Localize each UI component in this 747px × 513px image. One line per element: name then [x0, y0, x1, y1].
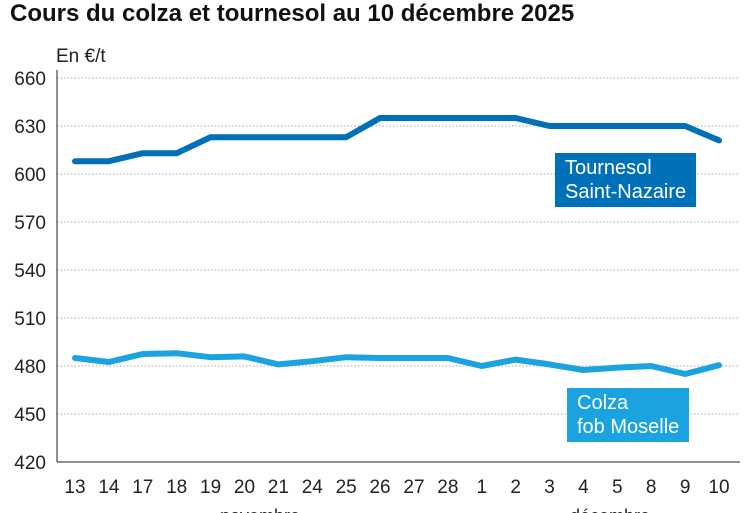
y-tick-label: 510 — [14, 309, 46, 330]
series-line — [72, 115, 722, 165]
y-tick-label: 630 — [14, 117, 46, 138]
x-tick-label: 27 — [403, 477, 424, 498]
x-tick-label: 13 — [64, 477, 85, 498]
y-tick-label: 420 — [14, 453, 46, 474]
series-label-line: Saint-Nazaire — [565, 181, 687, 203]
chart-title: Cours du colza et tournesol au 10 décemb… — [10, 0, 575, 27]
series-label-tournesol: Tournesol Saint-Nazaire — [555, 153, 697, 207]
x-tick-label: 25 — [336, 477, 357, 498]
x-tick-label: 19 — [200, 477, 221, 498]
y-tick-label: 480 — [14, 357, 46, 378]
month-label: novembre — [220, 506, 300, 513]
series-label-line: fob Moselle — [577, 416, 680, 438]
y-tick-label: 600 — [14, 165, 46, 186]
x-tick-label: 21 — [268, 477, 289, 498]
x-tick-label: 9 — [680, 477, 691, 498]
x-tick-label: 28 — [437, 477, 458, 498]
x-tick-label: 3 — [544, 477, 555, 498]
x-tick-label: 14 — [98, 477, 120, 498]
x-tick-label: 5 — [612, 477, 623, 498]
y-tick-label: 540 — [14, 261, 46, 282]
series-line — [72, 350, 722, 377]
x-tick-label: 17 — [132, 477, 153, 498]
y-tick-label: 660 — [14, 69, 46, 90]
x-tick-label: 8 — [646, 477, 657, 498]
x-tick-label: 18 — [166, 477, 187, 498]
series-label-line: Colza — [577, 392, 629, 414]
x-tick-label: 10 — [708, 477, 729, 498]
y-tick-label: 570 — [14, 213, 46, 234]
x-tick-label: 1 — [476, 477, 487, 498]
x-tick-label: 4 — [578, 477, 589, 498]
x-tick-label: 24 — [302, 477, 324, 498]
x-tick-label: 26 — [369, 477, 390, 498]
month-label: décembre — [570, 506, 650, 513]
series-label-line: Tournesol — [565, 157, 652, 179]
x-tick-label: 20 — [234, 477, 255, 498]
x-tick-label: 2 — [510, 477, 521, 498]
y-axis-label: En €/t — [56, 46, 106, 67]
series-label-colza: Colza fob Moselle — [567, 388, 690, 442]
y-tick-label: 450 — [14, 405, 46, 426]
